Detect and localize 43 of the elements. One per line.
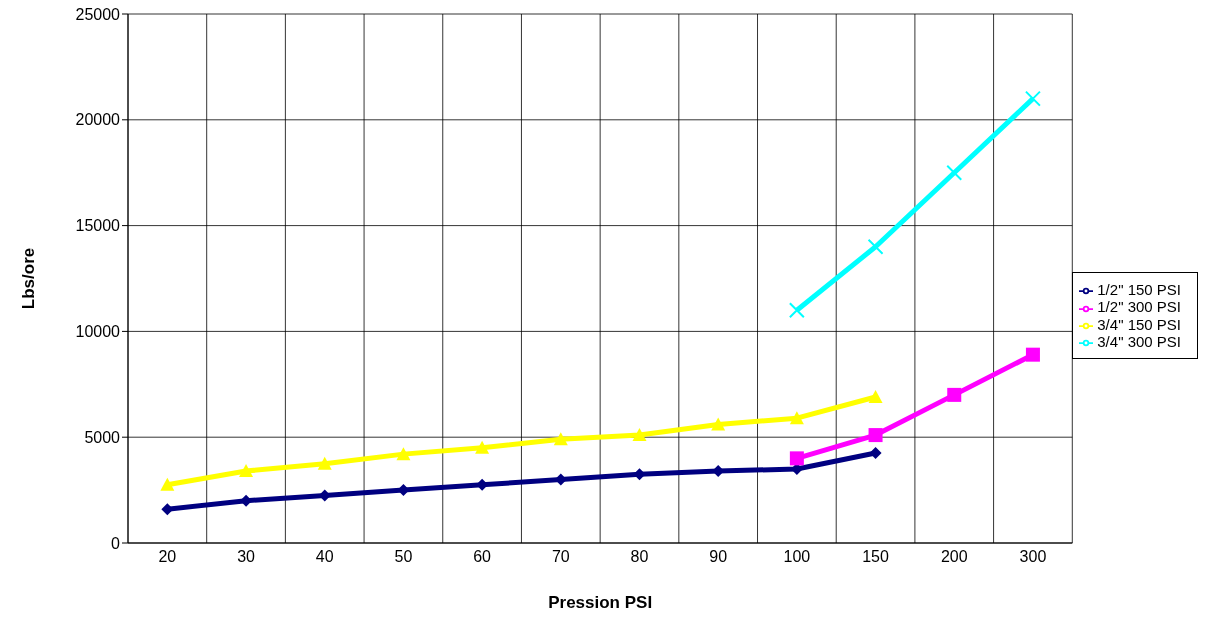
x-tick-label: 40: [315, 548, 334, 566]
point: [789, 451, 804, 466]
y-tick-label: 5000: [84, 428, 121, 446]
x-axis-title: Pression PSI: [548, 593, 653, 612]
legend-label: 3/4" 300 PSI: [1097, 332, 1181, 350]
point: [868, 428, 883, 443]
point: [239, 464, 254, 478]
point: [632, 428, 647, 442]
point: [1024, 90, 1041, 107]
x-tick-label: 60: [473, 548, 492, 566]
x-tick-label: 30: [237, 548, 256, 566]
legend-label: 1/2" 150 PSI: [1097, 281, 1181, 299]
x-tick-label: 150: [862, 548, 889, 566]
y-tick-label: 15000: [75, 217, 121, 235]
point: [946, 164, 963, 181]
point: [947, 387, 962, 402]
point: [869, 447, 882, 460]
point: [1025, 347, 1040, 362]
point: [396, 447, 411, 461]
y-tick-label: 25000: [75, 5, 121, 23]
x-tick-label: 200: [940, 548, 968, 566]
point: [867, 238, 884, 255]
y-tick-label: 10000: [75, 323, 121, 341]
point: [788, 302, 805, 319]
x-tick-label: 80: [630, 548, 649, 566]
y-tick-label: 20000: [75, 111, 121, 129]
x-tick-label: 100: [783, 548, 811, 566]
x-tick-label: 20: [158, 548, 177, 566]
point: [711, 417, 726, 431]
legend-label: 1/2" 300 PSI: [1097, 298, 1181, 316]
point: [475, 440, 490, 454]
point: [317, 456, 332, 470]
x-tick-label: 50: [394, 548, 413, 566]
point: [789, 411, 804, 425]
y-axis-title: Lbs/ore: [19, 247, 39, 310]
point: [553, 432, 568, 446]
x-tick-label: 70: [551, 548, 570, 566]
legend-label: 3/4" 150 PSI: [1097, 315, 1181, 333]
point: [160, 477, 175, 491]
point: [868, 390, 883, 403]
x-tick-label: 90: [709, 548, 728, 566]
y-tick-label: 0: [111, 534, 121, 552]
x-tick-label: 300: [1019, 548, 1047, 566]
